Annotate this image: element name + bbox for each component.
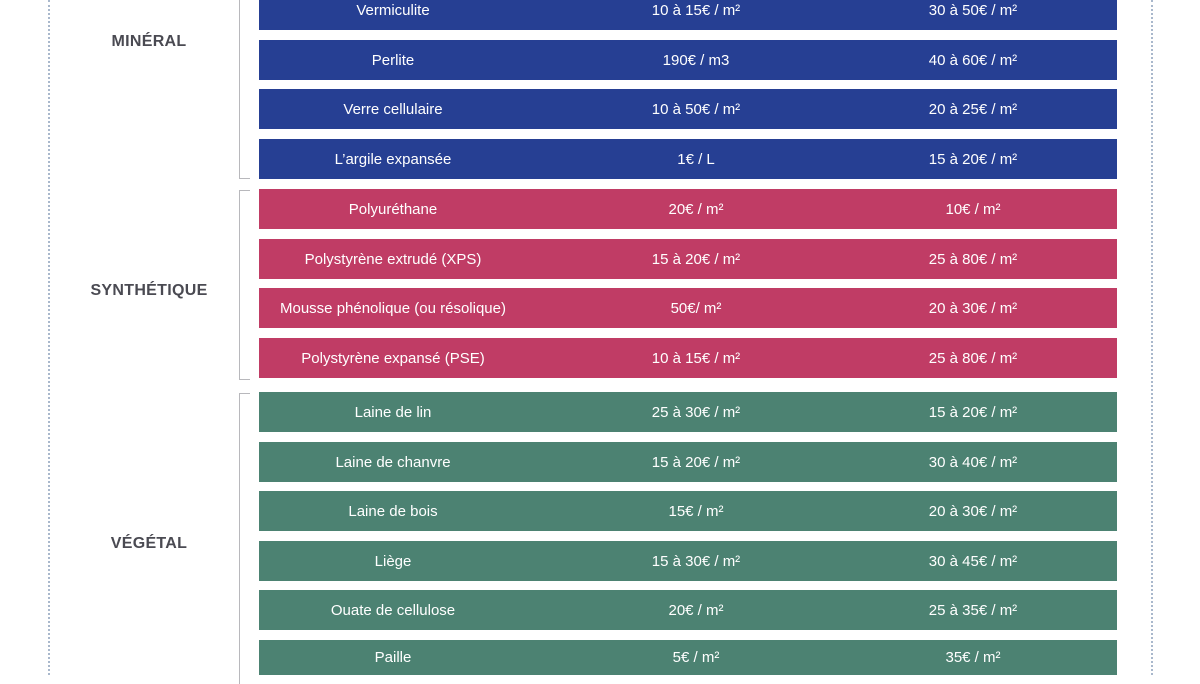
price-cell: 40 à 60€ / m² xyxy=(928,51,1018,69)
material-cell: Ouate de cellulose xyxy=(330,601,456,619)
price-cell: 10 à 15€ / m² xyxy=(651,1,741,19)
material-cell: Perlite xyxy=(371,51,415,69)
group-label-vegetal: VÉGÉTAL xyxy=(110,535,188,552)
price-cell: 20 à 25€ / m² xyxy=(928,100,1018,118)
price-cell: 20€ / m² xyxy=(668,200,724,218)
price-cell: 35€ / m² xyxy=(945,649,1001,666)
price-cell: 15 à 30€ / m² xyxy=(651,552,741,570)
price-cell: 1€ / L xyxy=(677,150,715,168)
material-cell: Polystyrène extrudé (XPS) xyxy=(304,250,482,268)
price-cell: 15 à 20€ / m² xyxy=(651,250,741,268)
price-cell: 10 à 50€ / m² xyxy=(651,100,741,118)
table-row: Polystyrène expansé (PSE) 10 à 15€ / m² … xyxy=(259,338,1117,378)
table-row: Paille 5€ / m² 35€ / m² xyxy=(259,640,1117,675)
table-row: Liège 15 à 30€ / m² 30 à 45€ / m² xyxy=(259,541,1117,581)
price-cell: 25 à 80€ / m² xyxy=(928,349,1018,367)
price-cell: 20 à 30€ / m² xyxy=(928,299,1018,317)
table-row: Mousse phénolique (ou résolique) 50€/ m²… xyxy=(259,288,1117,328)
price-cell: 30 à 40€ / m² xyxy=(928,453,1018,471)
table-row: Perlite 190€ / m3 40 à 60€ / m² xyxy=(259,40,1117,80)
material-cell: Verre cellulaire xyxy=(343,100,443,118)
material-cell: Laine de lin xyxy=(354,403,432,421)
price-cell: 25 à 80€ / m² xyxy=(928,250,1018,268)
frame-left-border xyxy=(48,0,50,675)
material-cell: Laine de bois xyxy=(348,502,438,520)
table-row: Polyuréthane 20€ / m² 10€ / m² xyxy=(259,189,1117,229)
material-cell: Mousse phénolique (ou résolique) xyxy=(280,299,506,317)
table-row: Polystyrène extrudé (XPS) 15 à 20€ / m² … xyxy=(259,239,1117,279)
price-cell: 15€ / m² xyxy=(668,502,724,520)
material-cell: Polystyrène expansé (PSE) xyxy=(301,349,485,367)
material-cell: L’argile expansée xyxy=(334,150,452,168)
group-bracket-vegetal xyxy=(239,393,250,684)
price-cell: 5€ / m² xyxy=(672,649,720,666)
table-row: Vermiculite 10 à 15€ / m² 30 à 50€ / m² xyxy=(259,0,1117,30)
material-cell: Vermiculite xyxy=(356,1,430,19)
group-label-synthetique: SYNTHÉTIQUE xyxy=(90,282,208,299)
price-cell: 25 à 35€ / m² xyxy=(928,601,1018,619)
material-cell: Polyuréthane xyxy=(348,200,438,218)
price-cell: 15 à 20€ / m² xyxy=(651,453,741,471)
group-label-mineral: MINÉRAL xyxy=(111,33,187,50)
frame-right-border xyxy=(1151,0,1153,675)
price-cell: 20 à 30€ / m² xyxy=(928,502,1018,520)
price-cell: 190€ / m3 xyxy=(662,51,730,69)
price-cell: 30 à 50€ / m² xyxy=(928,1,1018,19)
table-row: Ouate de cellulose 20€ / m² 25 à 35€ / m… xyxy=(259,590,1117,630)
table-row: Laine de bois 15€ / m² 20 à 30€ / m² xyxy=(259,491,1117,531)
group-bracket-synthetique xyxy=(239,190,250,380)
price-cell: 30 à 45€ / m² xyxy=(928,552,1018,570)
table-row: L’argile expansée 1€ / L 15 à 20€ / m² xyxy=(259,139,1117,179)
price-cell: 10 à 15€ / m² xyxy=(651,349,741,367)
table-row: Verre cellulaire 10 à 50€ / m² 20 à 25€ … xyxy=(259,89,1117,129)
group-bracket-mineral xyxy=(239,0,250,179)
material-cell: Laine de chanvre xyxy=(335,453,451,471)
table-row: Laine de chanvre 15 à 20€ / m² 30 à 40€ … xyxy=(259,442,1117,482)
material-cell: Liège xyxy=(374,552,412,570)
material-cell: Paille xyxy=(374,649,412,666)
price-cell: 15 à 20€ / m² xyxy=(928,150,1018,168)
table-row: Laine de lin 25 à 30€ / m² 15 à 20€ / m² xyxy=(259,392,1117,432)
price-cell: 10€ / m² xyxy=(945,200,1001,218)
price-cell: 50€/ m² xyxy=(670,299,722,317)
price-cell: 25 à 30€ / m² xyxy=(651,403,741,421)
price-cell: 15 à 20€ / m² xyxy=(928,403,1018,421)
price-cell: 20€ / m² xyxy=(668,601,724,619)
